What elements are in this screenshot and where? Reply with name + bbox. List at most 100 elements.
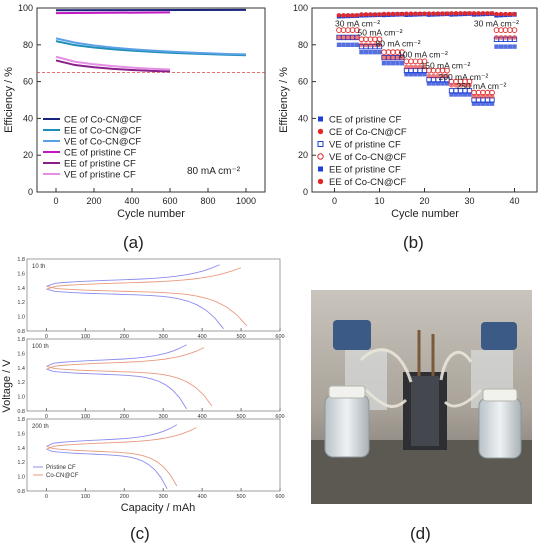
chart-c-ytick-label: 1.6 bbox=[17, 431, 25, 437]
chart-a-xtick-label: 1000 bbox=[236, 196, 256, 206]
chart-a-ytick-label: 40 bbox=[23, 113, 33, 123]
chart-b-point-ee-cocn bbox=[336, 35, 342, 40]
chart-a-annotation: 80 mA cm⁻² bbox=[187, 166, 241, 177]
chart-b-point-ee-cocn bbox=[413, 64, 418, 70]
chart-a-xtick-label: 200 bbox=[86, 196, 101, 206]
chart-c-charge-curve bbox=[46, 347, 205, 370]
chart-a-legend-label: EE of pristine CF bbox=[64, 159, 136, 170]
chart-b-point-ee-cocn bbox=[471, 93, 477, 99]
chart-b-point-ee-cocn bbox=[341, 35, 346, 40]
chart-b-point-ee-pristine bbox=[363, 49, 369, 55]
chart-c-xtick-label: 500 bbox=[236, 414, 245, 420]
chart-c-ytick-label: 1.6 bbox=[17, 351, 25, 357]
chart-c-xtick-label: 300 bbox=[159, 494, 168, 500]
chart-b-legend-label: CE of Co-CN@CF bbox=[329, 127, 407, 138]
chart-a-ylabel: Efficiency / % bbox=[3, 67, 15, 133]
chart-c-xtick-label: 300 bbox=[159, 414, 168, 420]
chart-b-point-ee-pristine bbox=[476, 101, 481, 106]
chart-b-point-ee-cocn bbox=[426, 73, 432, 79]
chart-b-point-ee-cocn bbox=[390, 55, 396, 61]
chart-b-point-ve-cocn bbox=[354, 27, 360, 33]
chart-a-series-line bbox=[55, 37, 247, 56]
chart-b-point-ee-cocn bbox=[417, 64, 423, 70]
pump-left bbox=[333, 320, 371, 350]
chart-c-subplot-frame bbox=[26, 258, 281, 332]
chart-b-point-ce-cocn bbox=[485, 11, 490, 16]
chart-b-point-ee-cocn bbox=[395, 55, 400, 61]
bottle-left-cap bbox=[328, 385, 366, 399]
chart-c-ytick-label: 0.8 bbox=[17, 409, 25, 415]
chart-b-point-ce-cocn bbox=[494, 11, 499, 17]
chart-c-subplot-label: 100 th bbox=[32, 344, 49, 350]
chart-b-xlabel: Cycle number bbox=[391, 208, 459, 220]
chart-b-point-ce-cocn bbox=[426, 11, 432, 16]
chart-b-point-ce-cocn bbox=[413, 11, 418, 16]
chart-b-rate-label: 30 mA cm⁻² bbox=[474, 18, 519, 28]
chart-b-point-ve-cocn bbox=[421, 58, 428, 65]
panel-label-c: (c) bbox=[130, 524, 150, 543]
chart-b-point-ee-cocn bbox=[489, 93, 495, 99]
panel-label-a: (a) bbox=[123, 233, 144, 252]
chart-c-xtick-label: 0 bbox=[45, 414, 48, 420]
chart-b-point-ce-cocn bbox=[377, 12, 382, 17]
chart-b-point-ce-cocn bbox=[444, 11, 450, 16]
chart-b-xtick-label: 20 bbox=[419, 196, 429, 206]
chart-c-ytick-label: 1.0 bbox=[17, 395, 25, 401]
chart-a-ytick-label: 60 bbox=[23, 77, 33, 87]
chart-b-point-ee-pristine bbox=[444, 81, 450, 86]
chart-a-legend-label: VE of Co-CN@CF bbox=[64, 137, 141, 148]
chart-b-point-ee-pristine bbox=[395, 61, 400, 66]
chart-b-point-ee-cocn bbox=[386, 55, 391, 61]
flow-cell-photo bbox=[311, 290, 532, 504]
chart-b-point-ee-pristine bbox=[404, 72, 409, 77]
chart-b-point-ee-pristine bbox=[498, 44, 504, 49]
chart-b-point-ce-cocn bbox=[381, 11, 387, 17]
chart-c-subplot-frame bbox=[26, 418, 281, 492]
chart-c-ytick-label: 0.8 bbox=[17, 329, 25, 335]
chart-b-point-ee-cocn bbox=[404, 64, 409, 70]
chart-b-point-ee-pristine bbox=[372, 49, 378, 55]
chart-b-point-ce-cocn bbox=[417, 11, 423, 16]
chart-a-xtick-label: 0 bbox=[53, 196, 58, 206]
chart-b-point-ee-pristine bbox=[471, 101, 477, 106]
chart-b-point-ee-cocn bbox=[476, 93, 481, 99]
chart-c-subplot: 0 100 200 300 400 500 600 0.8 1.0 1.2 1.4 1.6 1.8 100… bbox=[17, 337, 284, 420]
chart-c-xtick-label: 500 bbox=[236, 334, 245, 340]
chart-b-point-ee-cocn bbox=[494, 35, 499, 40]
bottle-left bbox=[324, 394, 370, 458]
chart-b-legend-label: CE of pristine CF bbox=[329, 115, 402, 126]
chart-b-rate-label: 100 mA cm⁻² bbox=[398, 50, 448, 60]
chart-b-ylabel: Efficiency / % bbox=[278, 67, 290, 133]
chart-c-xtick-label: 0 bbox=[45, 494, 48, 500]
chart-b-point-ve-cocn bbox=[399, 49, 405, 56]
chart-b-point-ee-pristine bbox=[453, 92, 459, 97]
chart-a: 0 200 400 600 800 1000 0 20 40 60 80 100 CE of Co-C… bbox=[3, 3, 266, 220]
chart-c-xtick-label: 400 bbox=[198, 494, 207, 500]
chart-b-point-ce-cocn bbox=[431, 11, 436, 16]
chart-b-point-ee-cocn bbox=[431, 73, 436, 79]
chart-c-subplot-label: 10 th bbox=[32, 264, 45, 270]
chart-c-xtick-label: 600 bbox=[275, 414, 284, 420]
chart-b-point-ee-cocn bbox=[507, 35, 513, 40]
chart-a-ytick-label: 0 bbox=[28, 187, 33, 197]
chart-b-point-ee-cocn bbox=[422, 64, 427, 70]
chart-c-xtick-label: 200 bbox=[120, 334, 129, 340]
chart-b-point-ee-cocn bbox=[458, 82, 463, 88]
chart-b-legend-swatch bbox=[317, 141, 324, 147]
chart-b-ytick-label: 100 bbox=[293, 3, 308, 13]
chart-b-point-ee-pristine bbox=[345, 42, 351, 47]
chart-b-point-ee-pristine bbox=[359, 49, 364, 55]
chart-b-point-ce-cocn bbox=[368, 12, 373, 17]
chart-b-point-ce-cocn bbox=[354, 13, 360, 18]
chart-c-xlabel: Capacity / mAh bbox=[121, 502, 196, 514]
chart-c-subplot-frame bbox=[26, 338, 281, 412]
chart-b-point-ee-cocn bbox=[354, 35, 360, 40]
chart-b-point-ce-cocn bbox=[372, 12, 378, 17]
chart-c-subplot: 0 100 200 300 400 500 600 0.8 1.0 1.2 1.4 1.6 1.8 10 … bbox=[17, 257, 284, 340]
chart-b-point-ce-cocn bbox=[512, 11, 517, 17]
chart-b-point-ee-cocn bbox=[350, 35, 355, 40]
chart-b-point-ee-cocn bbox=[480, 93, 486, 99]
chart-b-point-ee-cocn bbox=[399, 55, 405, 61]
chart-b-legend-label: VE of Co-CN@CF bbox=[329, 152, 406, 163]
chart-b-legend-swatch bbox=[318, 166, 323, 172]
